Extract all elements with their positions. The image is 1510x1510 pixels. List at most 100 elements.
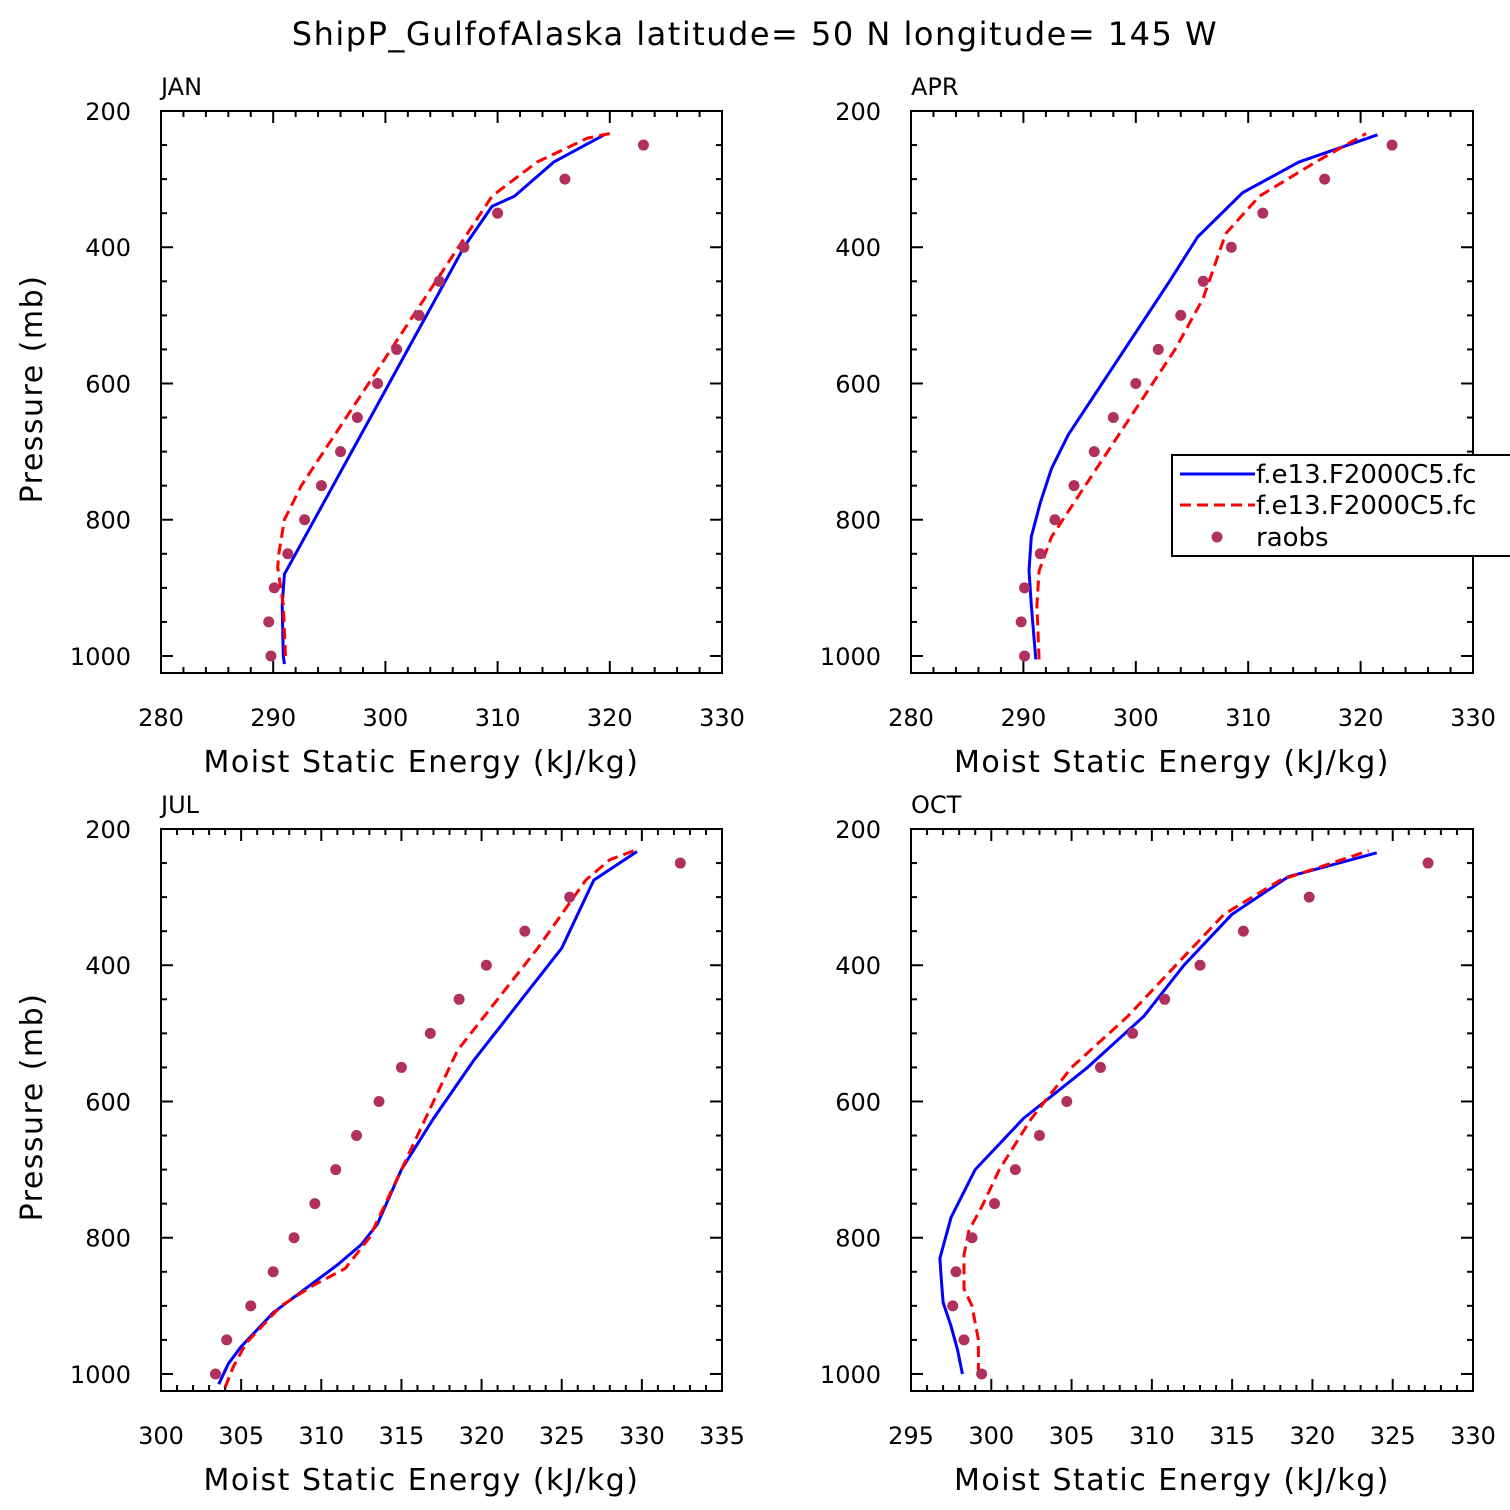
x-tick-label: 290 <box>1000 704 1046 732</box>
raobs-point <box>976 1368 988 1380</box>
raobs-point <box>1303 891 1315 903</box>
y-tick-label: 600 <box>85 1088 131 1116</box>
x-tick-label: 330 <box>699 704 745 732</box>
legend-box <box>1171 454 1510 557</box>
raobs-point <box>288 1232 300 1244</box>
raobs-point <box>1257 207 1269 219</box>
raobs-point <box>519 925 531 937</box>
x-tick-label: 305 <box>1049 1422 1095 1450</box>
y-tick-label: 1000 <box>70 1361 131 1389</box>
x-axis-label: Moist Static Energy (kJ/kg) <box>203 745 639 780</box>
raobs-point <box>1107 412 1119 424</box>
y-tick-label: 600 <box>85 370 131 398</box>
raobs-point <box>1197 275 1209 287</box>
x-tick-label: 315 <box>379 1422 425 1450</box>
raobs-point <box>265 650 277 662</box>
plot-frame-oct <box>910 828 1474 1392</box>
panel-label-jan: JAN <box>159 73 202 101</box>
raobs-point <box>1194 959 1206 971</box>
x-axis-label: Moist Static Energy (kJ/kg) <box>203 1463 639 1498</box>
series-line-solid-jan <box>280 133 605 665</box>
y-axis-label: Pressure (mb) <box>15 993 50 1222</box>
legend: f.e13.F2000C5.fc f.e13.F2000C5.fc raobs <box>1171 454 1510 557</box>
raobs-point <box>1049 514 1061 526</box>
panel-oct: OCT 295 300 305 310 315 320 325 330 200 400 600 800 1… <box>820 791 1496 1498</box>
raobs-point <box>1237 925 1249 937</box>
x-tick-label: 310 <box>475 704 521 732</box>
raobs-point <box>1033 1130 1045 1142</box>
raobs-point <box>351 1130 363 1142</box>
x-tick-label: 330 <box>1450 1422 1496 1450</box>
y-tick-label: 800 <box>835 507 881 535</box>
raobs-point <box>299 514 311 526</box>
raobs-point <box>263 616 275 628</box>
x-axis-label: Moist Static Energy (kJ/kg) <box>954 1463 1390 1498</box>
raobs-point <box>564 891 576 903</box>
raobs-point <box>433 275 445 287</box>
raobs-point <box>309 1198 321 1210</box>
raobs-point <box>395 1061 407 1073</box>
raobs-point <box>637 139 649 151</box>
raobs-point <box>1015 616 1027 628</box>
raobs-point <box>1061 1095 1073 1107</box>
raobs-point <box>1019 582 1031 594</box>
panel-label-apr: APR <box>911 73 959 101</box>
y-tick-label: 1000 <box>820 643 881 671</box>
x-tick-label: 325 <box>1370 1422 1416 1450</box>
y-tick-label: 1000 <box>70 643 131 671</box>
raobs-point <box>492 207 504 219</box>
x-tick-label: 320 <box>1290 1422 1336 1450</box>
x-tick-label: 335 <box>699 1422 745 1450</box>
x-tick-label: 320 <box>587 704 633 732</box>
plot-frame-apr <box>910 110 1474 674</box>
series-line-dashed-jan <box>276 132 611 657</box>
x-tick-label: 330 <box>619 1422 665 1450</box>
raobs-point <box>966 1232 978 1244</box>
raobs-point <box>559 173 571 185</box>
x-tick-label: 310 <box>298 1422 344 1450</box>
x-tick-label: 305 <box>218 1422 264 1450</box>
raobs-point <box>1094 1061 1106 1073</box>
raobs-point <box>245 1300 257 1312</box>
panel-jul: JUL 300 305 310 315 320 325 330 335 200 400 600 800 1… <box>15 791 745 1498</box>
raobs-point <box>1130 377 1142 389</box>
y-tick-label: 1000 <box>820 1361 881 1389</box>
y-axis-label: Pressure (mb) <box>15 275 50 504</box>
raobs-point <box>424 1027 436 1039</box>
x-tick-label: 310 <box>1225 704 1271 732</box>
raobs-point <box>315 480 327 492</box>
panel-jan: JAN 280 290 300 310 320 330 200 400 600 800 1000 Moi… <box>15 73 745 780</box>
series-line-dashed-apr <box>1035 132 1367 660</box>
y-tick-label: 200 <box>85 98 131 126</box>
x-tick-label: 310 <box>1129 1422 1175 1450</box>
x-tick-label: 315 <box>1209 1422 1255 1450</box>
panel-label-oct: OCT <box>911 791 962 819</box>
raobs-point <box>453 993 465 1005</box>
raobs-point <box>674 857 686 869</box>
raobs-point <box>950 1266 962 1278</box>
series-line-solid-jul <box>217 850 638 1385</box>
legend-label-series2: f.e13.F2000C5.fc <box>1256 491 1476 521</box>
raobs-point <box>267 1266 279 1278</box>
series-line-dashed-oct <box>962 849 1370 1374</box>
series-line-solid-oct <box>938 851 1378 1375</box>
x-tick-label: 300 <box>968 1422 1014 1450</box>
raobs-point <box>268 582 280 594</box>
legend-swatch-raobs <box>1211 531 1223 543</box>
y-tick-label: 400 <box>85 234 131 262</box>
raobs-point <box>1175 309 1187 321</box>
raobs-point <box>958 1334 970 1346</box>
y-tick-label: 200 <box>835 816 881 844</box>
x-tick-label: 295 <box>888 1422 934 1450</box>
legend-label-raobs: raobs <box>1256 523 1329 553</box>
y-tick-label: 200 <box>835 98 881 126</box>
raobs-point <box>1159 993 1171 1005</box>
raobs-point <box>1009 1164 1021 1176</box>
panel-apr: APR 280 290 300 310 320 330 200 400 600 800 1000 Moi… <box>820 73 1496 780</box>
x-tick-label: 300 <box>138 1422 184 1450</box>
y-tick-label: 400 <box>835 952 881 980</box>
series-line-solid-apr <box>1027 133 1378 660</box>
x-tick-label: 325 <box>539 1422 585 1450</box>
raobs-point <box>330 1164 342 1176</box>
y-tick-label: 400 <box>835 234 881 262</box>
